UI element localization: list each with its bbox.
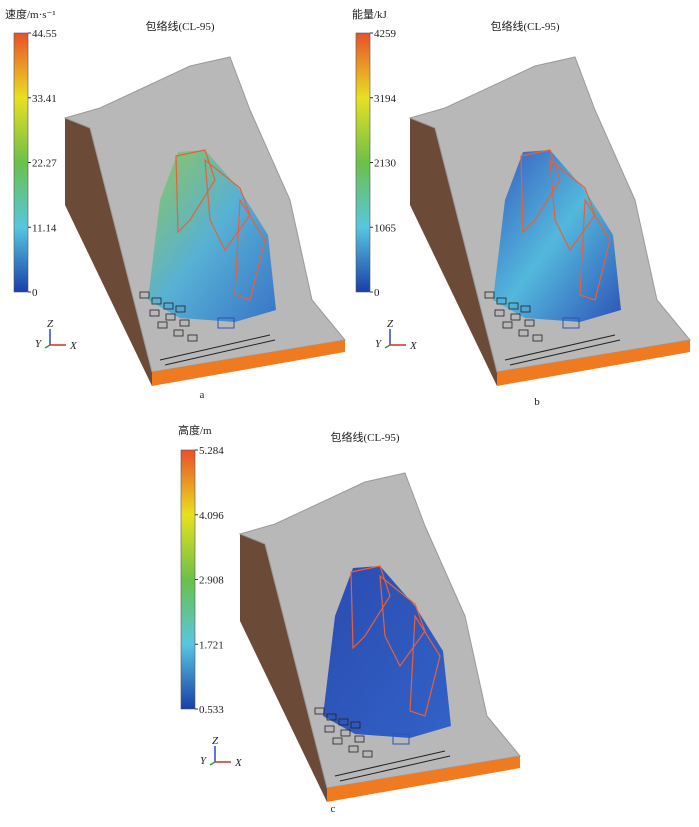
- panel-label: c: [331, 803, 336, 815]
- axis-label: Z: [387, 318, 394, 330]
- building: [562, 317, 580, 329]
- axis-label: Z: [47, 318, 54, 330]
- colorbar-tick-label: 2.908: [199, 575, 224, 587]
- colorbar-tick-label: 4.096: [199, 510, 224, 522]
- axis-y: [209, 761, 216, 766]
- colorbar: [355, 32, 371, 293]
- axis-y: [44, 344, 51, 349]
- building: [524, 319, 535, 327]
- building: [332, 737, 343, 745]
- terrain-side: [410, 118, 497, 386]
- building: [326, 713, 337, 721]
- envelope-outline: [175, 149, 266, 301]
- colorbar-title: 速度/m·s⁻¹: [5, 7, 56, 21]
- building: [510, 313, 521, 321]
- envelope-label: 包络线(CL-95): [490, 19, 559, 33]
- envelope-label: 包络线(CL-95): [145, 19, 214, 33]
- building: [165, 313, 176, 321]
- axis-label: Z: [212, 735, 219, 747]
- building: [362, 750, 373, 758]
- axis-label: Y: [35, 338, 43, 350]
- building: [314, 707, 325, 715]
- axis-label: Y: [375, 338, 383, 350]
- building: [496, 297, 507, 305]
- building: [392, 733, 410, 745]
- colorbar-tick-label: 11.14: [32, 222, 57, 234]
- building: [179, 319, 190, 327]
- building: [338, 718, 349, 726]
- building: [350, 721, 361, 729]
- building: [149, 309, 160, 317]
- panel: [63, 56, 346, 386]
- building: [151, 297, 162, 305]
- panel: [238, 472, 521, 802]
- trajectory-zone: [148, 150, 276, 322]
- building: [354, 735, 365, 743]
- envelope-outline: [350, 565, 441, 717]
- axis-label: X: [69, 340, 78, 352]
- trajectory-zone: [323, 566, 451, 738]
- terrain-side: [240, 534, 327, 802]
- colorbar-tick-label: 5.284: [199, 445, 224, 457]
- building: [484, 291, 495, 299]
- building: [157, 321, 168, 329]
- panel-label: a: [200, 389, 205, 401]
- road: [504, 334, 616, 361]
- colorbar: [13, 32, 29, 293]
- colorbar-tick-label: 3194: [374, 93, 397, 105]
- colorbar-title: 高度/m: [178, 423, 212, 437]
- colorbar-title: 能量/kJ: [352, 7, 388, 21]
- trajectory-zone: [493, 150, 621, 322]
- building: [520, 305, 531, 313]
- colorbar-tick-label: 2130: [374, 158, 397, 170]
- building: [217, 317, 235, 329]
- colorbar: [180, 449, 196, 710]
- colorbar-tick-label: 22.27: [32, 158, 57, 170]
- colorbar-tick-label: 1065: [374, 222, 397, 234]
- axis-y: [384, 344, 391, 349]
- building: [348, 745, 359, 753]
- envelope-label: 包络线(CL-95): [330, 430, 399, 444]
- terrain-side: [65, 118, 152, 386]
- building: [494, 309, 505, 317]
- road: [164, 339, 276, 366]
- colorbar-tick-label: 0.533: [199, 704, 224, 716]
- panel-label: b: [534, 396, 540, 408]
- building: [532, 334, 543, 342]
- building: [163, 302, 174, 310]
- envelope-outline: [520, 149, 611, 301]
- colorbar-tick-label: 44.55: [32, 28, 57, 40]
- building: [175, 305, 186, 313]
- road: [339, 755, 451, 782]
- building: [508, 302, 519, 310]
- axis-label: Y: [200, 755, 208, 767]
- colorbar-tick-label: 1.721: [199, 639, 224, 651]
- axis-label: X: [234, 757, 243, 769]
- terrain-base: [327, 756, 520, 802]
- road: [159, 334, 271, 361]
- building: [324, 725, 335, 733]
- road: [334, 750, 446, 777]
- panel: [408, 56, 691, 386]
- building: [340, 729, 351, 737]
- axis-label: X: [409, 340, 418, 352]
- colorbar-tick-label: 4259: [374, 28, 397, 40]
- building: [187, 334, 198, 342]
- building: [502, 321, 513, 329]
- colorbar-tick-label: 33.41: [32, 93, 57, 105]
- building: [139, 291, 150, 299]
- road: [509, 339, 621, 366]
- building: [518, 329, 529, 337]
- colorbar-tick-label: 0: [32, 287, 38, 299]
- terrain-base: [497, 340, 690, 386]
- terrain-base: [152, 340, 345, 386]
- colorbar-tick-label: 0: [374, 287, 380, 299]
- building: [173, 329, 184, 337]
